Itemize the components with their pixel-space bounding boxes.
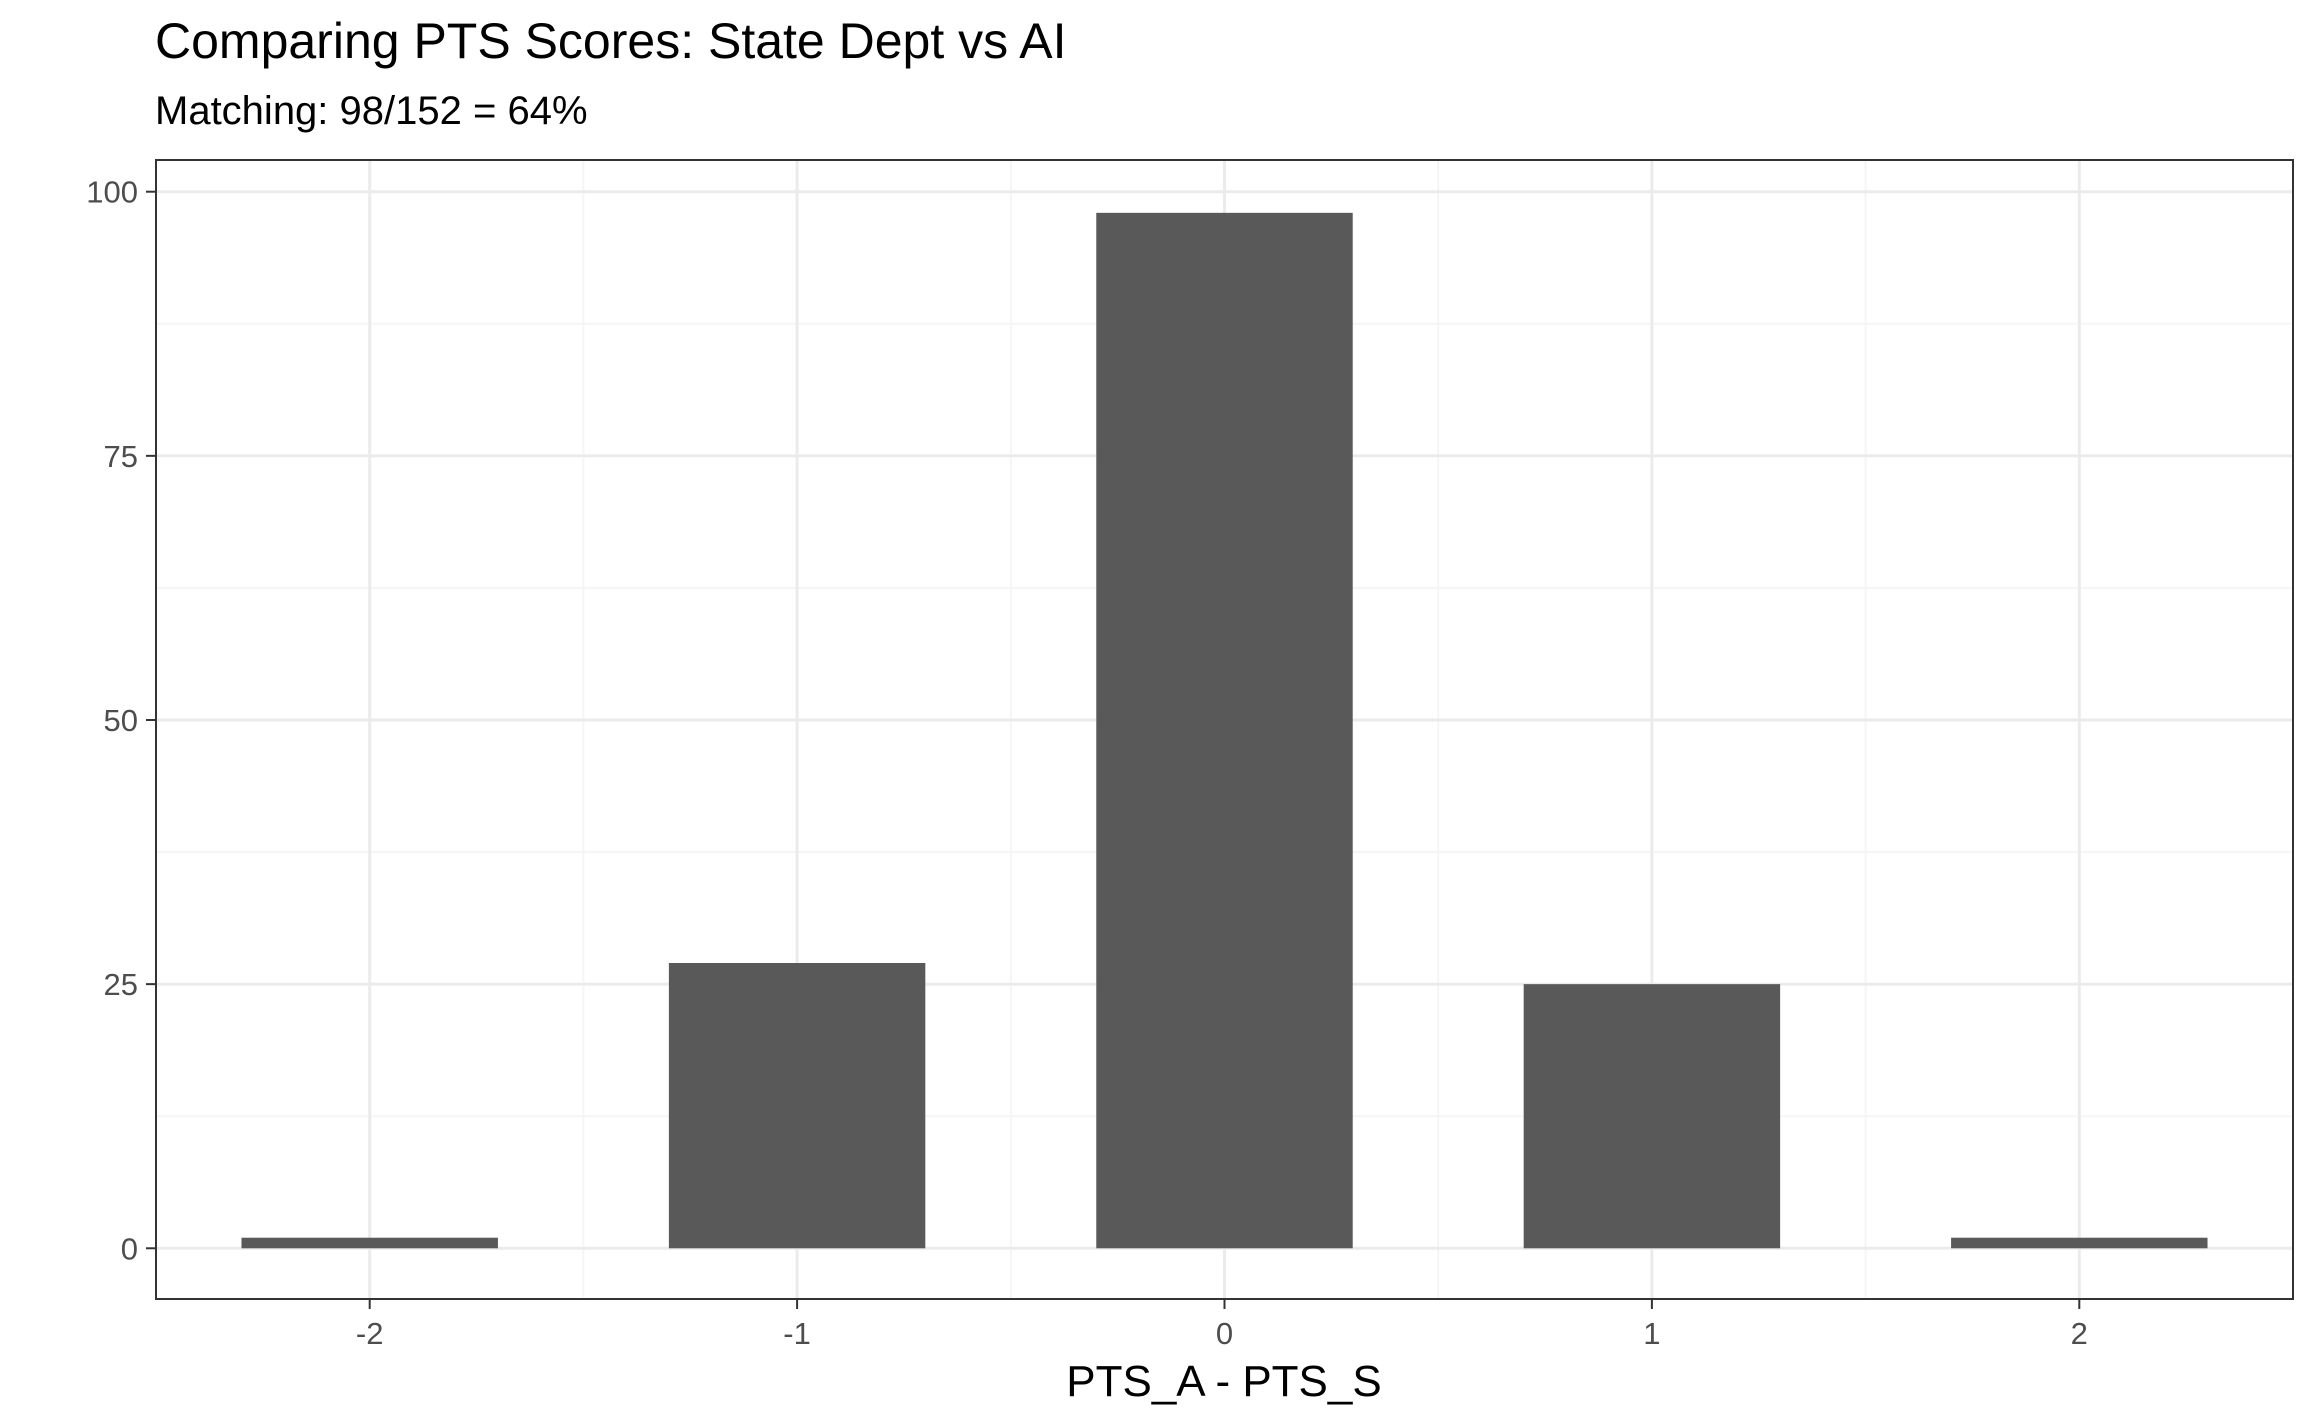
x-tick-label: -2 [356, 1316, 384, 1351]
chart-title: Comparing PTS Scores: State Dept vs AI [155, 13, 1067, 69]
bar [1523, 984, 1781, 1249]
x-tick-label: -1 [783, 1316, 811, 1351]
y-tick-label: 25 [104, 967, 138, 1002]
y-axis: 0 25 50 75 100 [86, 175, 156, 1266]
y-tick-label: 100 [86, 175, 138, 210]
x-axis: -2 -1 0 1 2 [356, 1299, 2088, 1351]
chart-subtitle: Matching: 98/152 = 64% [155, 89, 588, 133]
bars [241, 212, 2208, 1249]
bar [668, 963, 926, 1249]
y-tick-label: 0 [121, 1231, 138, 1266]
x-tick-label: 0 [1216, 1316, 1233, 1351]
x-axis-title: PTS_A - PTS_S [1066, 1357, 1381, 1406]
x-tick-label: 1 [1643, 1316, 1660, 1351]
bar [1096, 212, 1353, 1249]
y-tick-label: 50 [104, 703, 138, 738]
bar [1951, 1237, 2208, 1249]
y-tick-label: 75 [104, 439, 138, 474]
x-tick-label: 2 [2071, 1316, 2088, 1351]
bar [241, 1237, 498, 1249]
